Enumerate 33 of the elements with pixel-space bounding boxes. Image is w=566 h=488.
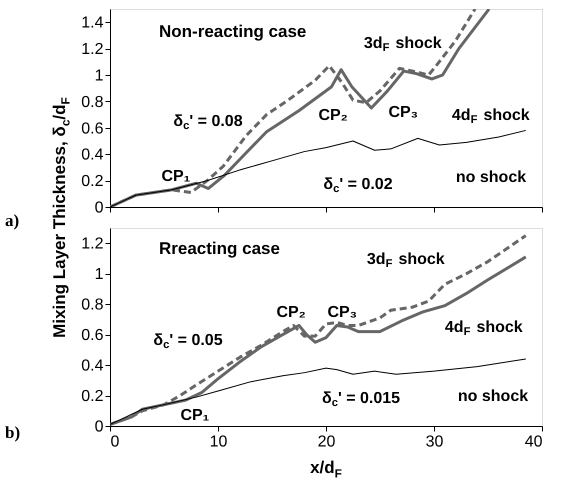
- y-tick-label: 1.2: [81, 236, 104, 253]
- y-tick-label: 1: [94, 68, 104, 84]
- y-tick-label: 0: [94, 418, 104, 436]
- y-tick-label: 0: [94, 200, 104, 216]
- text: Non-reacting case: [159, 22, 306, 41]
- y-tick-label: 1.2: [81, 41, 104, 58]
- x-tick-label: 10: [210, 434, 228, 450]
- y-tick-label: 0.8: [81, 94, 104, 111]
- annotation: CP₁: [180, 407, 210, 424]
- x-tick-label: 0: [110, 434, 120, 450]
- x-tick-label: 20: [318, 434, 336, 450]
- x-tick-label: 30: [426, 434, 444, 450]
- annotation: CP₂: [318, 107, 348, 124]
- x-tick-label: 40: [524, 434, 543, 450]
- y-tick-label: 1: [94, 266, 104, 284]
- text: a): [5, 211, 20, 230]
- y-tick-label: 0.8: [81, 296, 104, 314]
- y-tick-label: 0.2: [81, 173, 104, 190]
- y-tick-label: 0.6: [81, 120, 104, 138]
- annotation: no shock: [456, 169, 526, 186]
- annotation: CP₂: [276, 304, 306, 321]
- y-tick-label: 0.4: [81, 146, 104, 164]
- annotation: CP₃: [388, 104, 418, 121]
- text: Rreacting case: [159, 239, 280, 258]
- y-tick-label: 0.2: [81, 388, 104, 406]
- text: b): [5, 423, 20, 442]
- annotation: CP₃: [327, 304, 358, 321]
- y-tick-label: 0.6: [81, 327, 104, 344]
- annotation: CP₁: [161, 168, 191, 185]
- y-axis-title: Mixing Layer Thickness, δc/dF: [50, 97, 72, 338]
- annotation: no shock: [458, 388, 528, 405]
- y-tick-label: 1.4: [81, 14, 104, 32]
- y-tick-label: 0.4: [81, 358, 104, 375]
